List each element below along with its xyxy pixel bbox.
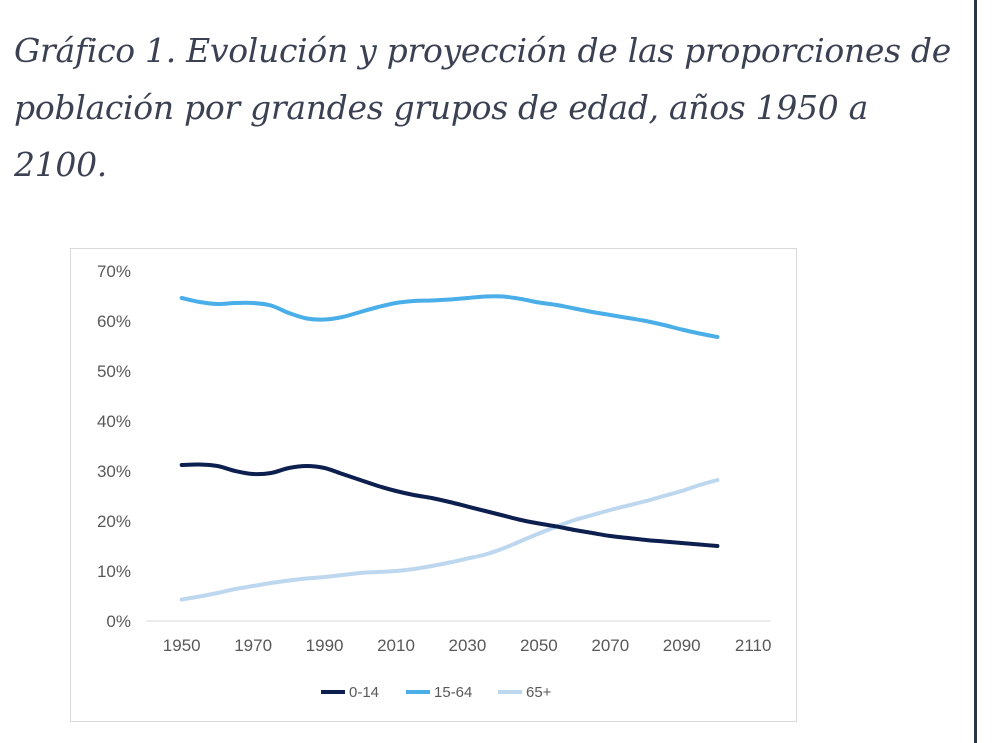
legend: 0-14 15-64 65+ [321,684,552,701]
x-tick-label: 1970 [234,636,272,655]
line-chart: 0% 10% 20% 30% 40% 50% 60% 70% 1950 1970 1990 2010 2… [97,262,771,701]
axes-layer: 0% 10% 20% 30% 40% 50% 60% 70% 1950 1970 1990 2010 2… [97,262,771,655]
legend-label: 0-14 [349,684,379,701]
page-title: Gráfico 1. Evolución y proyección de las… [14,31,951,184]
x-tick-label: 1990 [306,636,344,655]
series-line-15-64 [179,294,720,339]
y-tick-label: 10% [97,562,131,581]
legend-label: 65+ [526,684,552,701]
y-tick-label: 20% [97,512,131,531]
x-tick-label: 2030 [449,636,487,655]
y-tick-label: 40% [97,412,131,431]
x-tick-label: 2090 [663,636,701,655]
series-line-65+ [179,478,720,602]
x-tick-label: 2070 [591,636,629,655]
y-tick-label: 70% [97,262,131,281]
page-right-border [974,0,977,743]
x-tick-label: 2110 [735,636,772,655]
x-tick-label: 2010 [377,636,415,655]
series-line-0-14 [179,462,720,548]
series-layer [179,294,720,602]
legend-label: 15-64 [434,684,472,701]
x-tick-label: 2050 [520,636,558,655]
y-tick-label: 0% [106,612,131,631]
chart-frame: 0% 10% 20% 30% 40% 50% 60% 70% 1950 1970 1990 2010 2… [70,248,797,722]
y-tick-label: 30% [97,462,131,481]
y-tick-label: 50% [97,362,131,381]
x-tick-label: 1950 [163,636,201,655]
y-tick-label: 60% [97,312,131,331]
